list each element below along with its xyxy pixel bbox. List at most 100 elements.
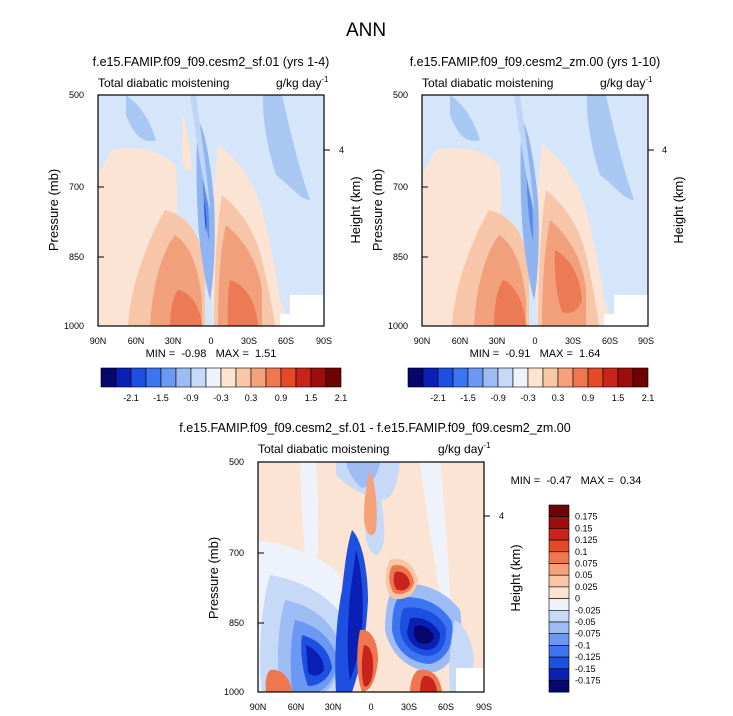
colorbar-tick-label: 0 [575, 594, 580, 604]
colorbar-swatch [602, 367, 619, 388]
colorbar-tick-label: 0.3 [245, 393, 258, 403]
colorbar-tick-label: -1.5 [460, 393, 476, 403]
colorbar-tick-label: 2.1 [642, 393, 655, 403]
variable-label: Total diabatic moistening [422, 76, 553, 90]
colorbar-swatch [190, 367, 207, 388]
colorbar-tick-label: -0.1 [575, 640, 591, 650]
figure-title: ANN [346, 20, 386, 41]
y2-tick-label: 4 [662, 145, 667, 155]
colorbar-swatch [548, 668, 570, 681]
colorbar-swatch [145, 367, 162, 388]
colorbar-swatch [280, 367, 297, 388]
x-tick-label: 90S [638, 336, 654, 346]
y-axis: 500 700 850 1000 [64, 90, 104, 331]
y-axis-label: Pressure (mb) [46, 169, 61, 251]
colorbar: -2.1 -1.5 -0.9 -0.3 0.3 0.9 1.5 2.1 [407, 367, 655, 403]
colorbar-swatch [548, 504, 570, 517]
colorbar-tick-label: 0.125 [575, 535, 598, 545]
colorbar-tick-label: 1.5 [305, 393, 318, 403]
colorbar-tick-label: -0.9 [490, 393, 506, 403]
colorbar-swatches [407, 367, 649, 388]
y-tick-label: 850 [69, 252, 84, 262]
colorbar-tick-label: 0.1 [575, 547, 588, 557]
plot-frame [97, 94, 325, 327]
x-tick-label: 60N [128, 336, 145, 346]
colorbar-tick-label: 0.3 [552, 393, 565, 403]
y2-axis: 4 [324, 145, 344, 155]
x-axis: 90N 60N 30N 0 30S 60S 90S [414, 336, 654, 346]
x-tick-label: 60N [288, 702, 305, 712]
colorbar-swatch [325, 367, 342, 388]
contour-field [422, 95, 648, 326]
x-tick-label: 60S [602, 336, 618, 346]
min-max-stats: MIN = -0.91 MAX = 1.64 [470, 348, 601, 360]
panel-difference: f.e15.FAMIP.f09_f09.cesm2_sf.01 - f.e15.… [179, 421, 641, 712]
colorbar-swatch [548, 516, 570, 529]
colorbar-swatch [160, 367, 177, 388]
x-tick-label: 30S [401, 702, 417, 712]
colorbar-tick-label: -0.125 [575, 652, 601, 662]
min-max-stats: MIN = -0.98 MAX = 1.51 [146, 348, 277, 360]
y2-tick-label: 4 [499, 511, 504, 521]
x-tick-label: 90S [476, 702, 492, 712]
y-tick-label: 1000 [64, 321, 84, 331]
colorbar-tick-label: -0.075 [575, 629, 601, 639]
colorbar-tick-label: -2.1 [430, 393, 446, 403]
colorbar-swatch [548, 609, 570, 623]
y2-tick-label: 4 [339, 145, 344, 155]
colorbar-swatch [548, 645, 570, 658]
x-tick-label: 30S [565, 336, 581, 346]
colorbar-tick-label: 0.15 [575, 523, 593, 533]
y-tick-label: 500 [393, 90, 408, 100]
colorbar-swatch [452, 367, 469, 388]
panel-title: f.e15.FAMIP.f09_f09.cesm2_zm.00 (yrs 1-1… [410, 55, 661, 69]
colorbar-tick-label: -0.025 [575, 605, 601, 615]
colorbar-swatch [548, 528, 570, 541]
x-tick-label: 30N [325, 702, 342, 712]
y-tick-label: 850 [229, 618, 244, 628]
y-axis: 500 700 850 1000 [224, 457, 264, 697]
colorbar-swatch [587, 367, 604, 388]
y-tick-label: 1000 [224, 687, 244, 697]
colorbar-swatch [548, 563, 570, 576]
x-tick-label: 60S [438, 702, 454, 712]
colorbar-swatch [175, 367, 192, 388]
colorbar-swatch [572, 367, 589, 388]
panel-zm00: f.e15.FAMIP.f09_f09.cesm2_zm.00 (yrs 1-1… [370, 55, 686, 403]
colorbar-tick-label: -1.5 [153, 393, 169, 403]
colorbar-tick-label: 0.9 [582, 393, 595, 403]
colorbar-swatches [548, 504, 570, 693]
x-axis: 90N 60N 30N 0 30S 60S 90S [250, 702, 492, 712]
colorbar-swatch [548, 574, 570, 588]
y-tick-label: 700 [229, 548, 244, 558]
colorbar-swatch [220, 367, 237, 388]
y2-axis: 4 [484, 511, 504, 521]
x-tick-label: 60S [278, 336, 294, 346]
y-axis: 500 700 850 1000 [388, 90, 428, 331]
y-tick-label: 1000 [388, 321, 408, 331]
colorbar-swatch [548, 586, 570, 599]
x-tick-label: 90N [250, 702, 267, 712]
colorbar-swatch [497, 367, 514, 388]
colorbar-swatch [250, 367, 267, 388]
colorbar-tick-label: 0.025 [575, 582, 598, 592]
units-label: g/kg day-1 [276, 75, 329, 90]
units-label: g/kg day-1 [600, 75, 653, 90]
colorbar-tick-label: -0.3 [213, 393, 229, 403]
y2-axis: 4 [648, 145, 667, 155]
colorbar-swatch [527, 367, 544, 388]
colorbar-swatch [235, 367, 252, 388]
colorbar: -2.1 -1.5 -0.9 -0.3 0.3 0.9 1.5 2.1 [100, 367, 347, 403]
colorbar-swatch [548, 621, 570, 634]
colorbar-swatches [100, 367, 342, 388]
y-tick-label: 700 [69, 182, 84, 192]
colorbar-tick-label: -0.15 [575, 664, 596, 674]
colorbar-swatch [310, 367, 327, 388]
x-tick-label: 90N [90, 336, 107, 346]
variable-label: Total diabatic moistening [98, 76, 229, 90]
colorbar-tick-label: 0.05 [575, 570, 593, 580]
colorbar-tick-label: 1.5 [612, 393, 625, 403]
colorbar-swatch [557, 367, 574, 388]
colorbar-swatch [548, 551, 570, 564]
